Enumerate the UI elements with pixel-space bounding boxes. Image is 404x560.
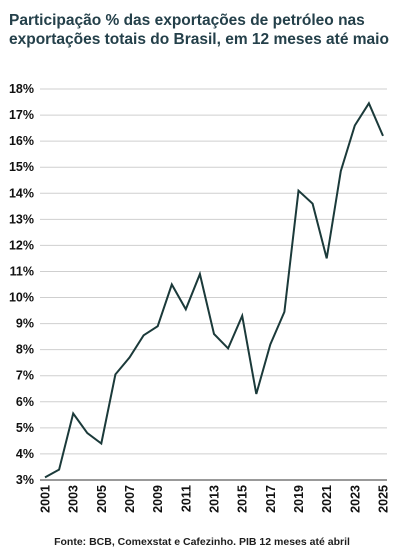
x-tick-label: 2007 — [123, 485, 137, 513]
x-tick-label: 2001 — [39, 485, 53, 513]
y-tick-label: 3% — [16, 473, 34, 487]
y-tick-label: 15% — [9, 160, 34, 174]
y-tick-label: 17% — [9, 108, 34, 122]
y-tick-label: 7% — [16, 369, 34, 383]
x-tick-label: 2021 — [320, 485, 334, 513]
x-tick-label: 2013 — [208, 485, 222, 513]
x-tick-label: 2025 — [377, 485, 391, 513]
x-tick-label: 2005 — [95, 485, 109, 513]
x-tick-label: 2017 — [264, 485, 278, 513]
x-tick-label: 2003 — [67, 485, 81, 513]
y-tick-label: 10% — [9, 291, 34, 305]
x-tick-label: 2011 — [179, 485, 193, 512]
y-tick-label: 12% — [9, 238, 34, 252]
x-axis-tick-labels: 2001 2003 2005 2007 2009 2011 2013 2015 2017 2019… — [39, 485, 391, 513]
y-tick-label: 4% — [16, 447, 34, 461]
y-tick-label: 11% — [10, 264, 34, 278]
y-tick-label: 5% — [16, 421, 34, 435]
x-tick-label: 2023 — [348, 485, 362, 513]
x-tick-label: 2009 — [151, 485, 165, 513]
gridlines — [40, 88, 387, 455]
y-tick-label: 14% — [9, 186, 34, 200]
source-note: Fonte: BCB, Comexstat e Cafezinho. PIB 1… — [54, 536, 350, 548]
y-tick-label: 9% — [16, 317, 34, 331]
y-tick-label: 8% — [16, 343, 34, 357]
x-tick-label: 2019 — [292, 485, 306, 513]
x-tick-label: 2015 — [236, 485, 250, 513]
y-tick-label: 18% — [9, 82, 34, 96]
y-axis-tick-labels: 3% 4% 5% 6% 7% 8% 9% 10% 11% 12% 13% 14% 15% 16% 17% 18… — [9, 82, 34, 487]
y-tick-label: 16% — [9, 134, 34, 148]
series-line — [44, 101, 384, 479]
chart-title: Participação % das exportações de petról… — [9, 12, 389, 48]
y-tick-label: 6% — [16, 395, 34, 409]
y-tick-label: 13% — [9, 212, 34, 226]
